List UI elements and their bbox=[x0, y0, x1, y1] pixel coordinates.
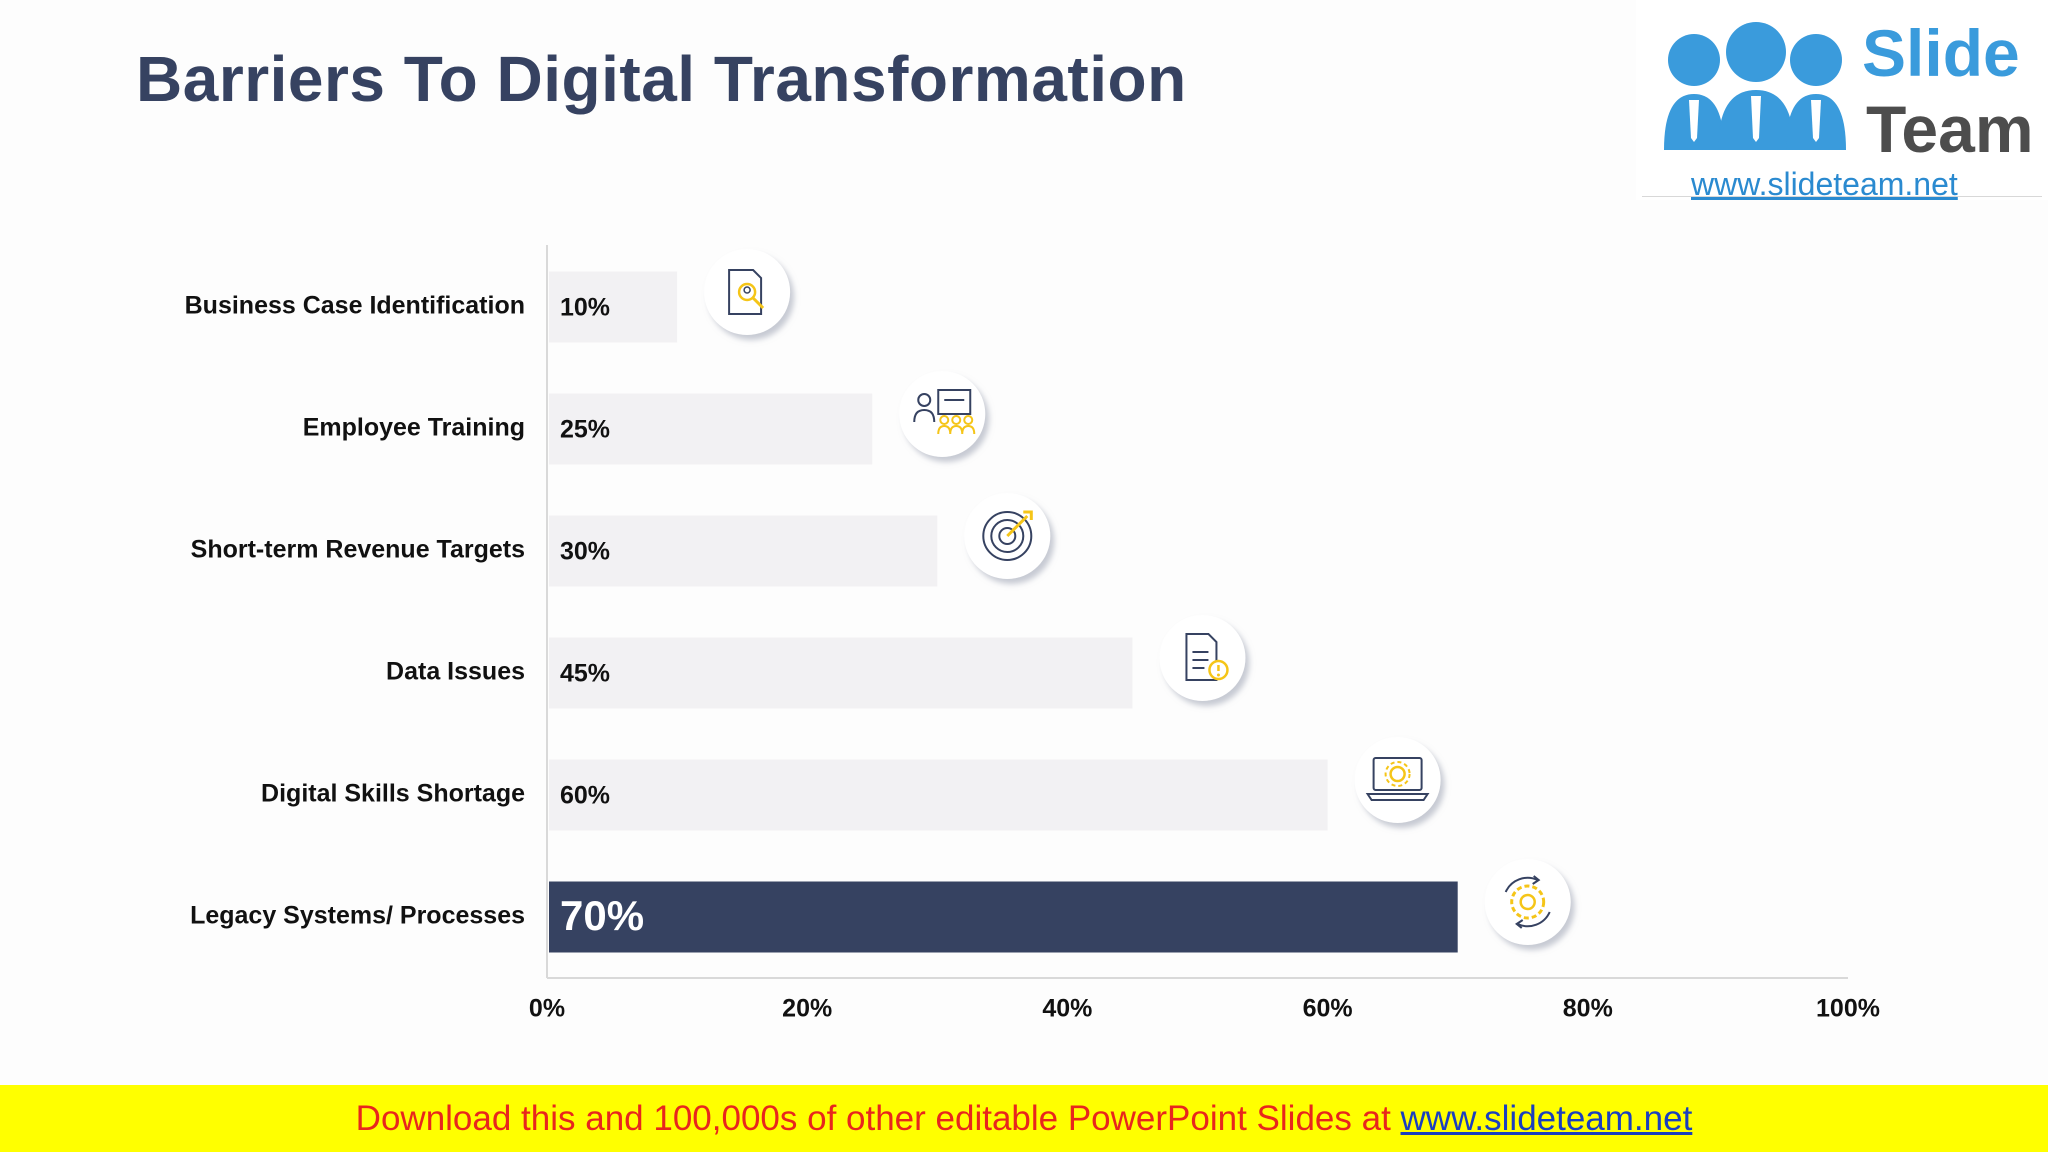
category-label: Legacy Systems/ Processes bbox=[190, 902, 525, 930]
value-label: 45% bbox=[560, 660, 610, 688]
category-label: Digital Skills Shortage bbox=[261, 780, 525, 808]
slide-title: Barriers To Digital Transformation bbox=[136, 43, 1187, 115]
bar bbox=[549, 759, 1328, 831]
bar bbox=[549, 393, 873, 465]
bar bbox=[549, 271, 678, 343]
download-banner: Download this and 100,000s of other edit… bbox=[0, 1085, 2048, 1152]
logo-word-team: Team bbox=[1866, 92, 2034, 166]
x-tick-label: 40% bbox=[1042, 995, 1092, 1023]
value-label: 25% bbox=[560, 416, 610, 444]
x-tick-label: 0% bbox=[529, 995, 565, 1023]
value-label: 60% bbox=[560, 782, 610, 810]
bar-chart: Business Case Identification 10% Employee … bbox=[185, 245, 1880, 1023]
category-label: Business Case Identification bbox=[185, 292, 525, 320]
slideteam-logo[interactable]: Slide Team www.slideteam.net bbox=[1636, 0, 2048, 202]
icon-circle bbox=[1484, 859, 1571, 945]
x-tick-label: 80% bbox=[1563, 995, 1613, 1023]
category-label: Data Issues bbox=[386, 658, 525, 686]
value-label: 10% bbox=[560, 294, 610, 322]
bar-highlight bbox=[549, 881, 1458, 953]
category-label: Employee Training bbox=[303, 414, 525, 442]
bar bbox=[549, 515, 938, 587]
value-label: 70% bbox=[560, 892, 644, 939]
team-people-icon bbox=[1664, 22, 1846, 150]
x-tick-label: 60% bbox=[1303, 995, 1353, 1023]
x-tick-label: 100% bbox=[1816, 995, 1880, 1023]
logo-divider bbox=[1642, 196, 2042, 197]
x-tick-label: 20% bbox=[782, 995, 832, 1023]
logo-word-slide: Slide bbox=[1862, 16, 2020, 90]
bar bbox=[549, 637, 1133, 709]
category-label: Short-term Revenue Targets bbox=[191, 536, 525, 564]
icon-circle bbox=[704, 249, 791, 335]
banner-text: Download this and 100,000s of other edit… bbox=[355, 1099, 1401, 1138]
banner-link[interactable]: www.slideteam.net bbox=[1400, 1099, 1693, 1138]
icon-circle bbox=[1159, 615, 1246, 701]
value-label: 30% bbox=[560, 538, 610, 566]
target-arrow-icon bbox=[981, 510, 1033, 562]
